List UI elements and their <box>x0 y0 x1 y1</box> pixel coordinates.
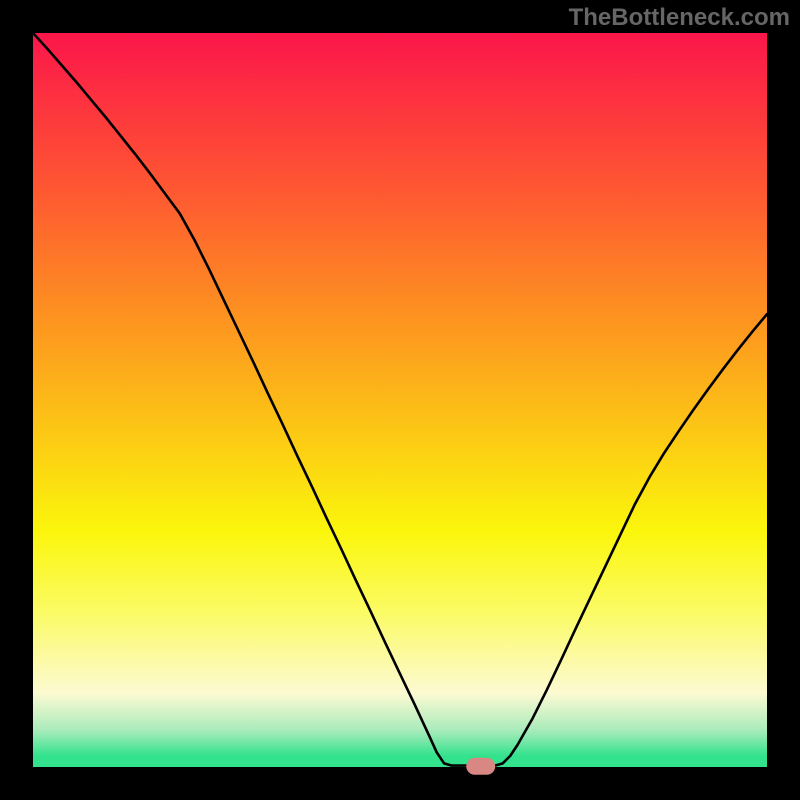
optimal-marker <box>467 758 495 774</box>
bottleneck-chart <box>0 0 800 800</box>
watermark-label: TheBottleneck.com <box>569 4 790 32</box>
chart-container: TheBottleneck.com <box>0 0 800 800</box>
plot-area <box>33 33 767 767</box>
